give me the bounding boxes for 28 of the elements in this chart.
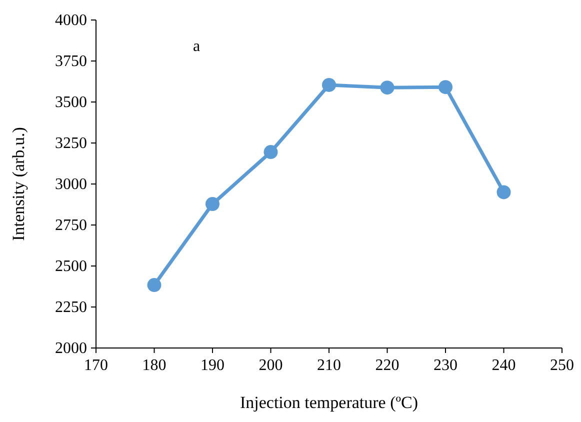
y-tick-label: 3500	[55, 94, 87, 111]
y-tick-label: 3750	[55, 53, 87, 70]
point	[147, 278, 162, 292]
y-tick-label: 2750	[55, 217, 87, 234]
point	[264, 145, 278, 160]
x-tick-label: 230	[434, 357, 458, 374]
x-tick-label: 170	[84, 357, 108, 374]
x-tick-label: 250	[550, 357, 574, 374]
point	[322, 78, 336, 92]
y-tick-label: 2000	[55, 340, 87, 357]
y-tick-label: 4000	[55, 12, 87, 29]
x-tick-label: 220	[375, 357, 400, 374]
point	[496, 185, 511, 200]
y-tick-label: 2500	[55, 258, 87, 275]
x-tick-label: 180	[142, 357, 166, 374]
point	[206, 197, 220, 212]
point	[438, 80, 452, 94]
x-tick-label: 240	[492, 357, 516, 374]
y-tick-label: 2250	[55, 299, 87, 316]
x-axis-title: Injection temperature (ºC)	[240, 393, 418, 412]
y-axis-title: Intensity (arb.u.)	[9, 127, 28, 241]
x-tick-label: 200	[258, 357, 283, 374]
x-tick-label: 210	[317, 357, 341, 374]
point	[380, 80, 394, 95]
y-tick-label: 3000	[55, 176, 87, 193]
annotation: a	[193, 38, 200, 55]
x-tick-label: 190	[200, 357, 224, 374]
y-tick-label: 3250	[55, 135, 87, 152]
